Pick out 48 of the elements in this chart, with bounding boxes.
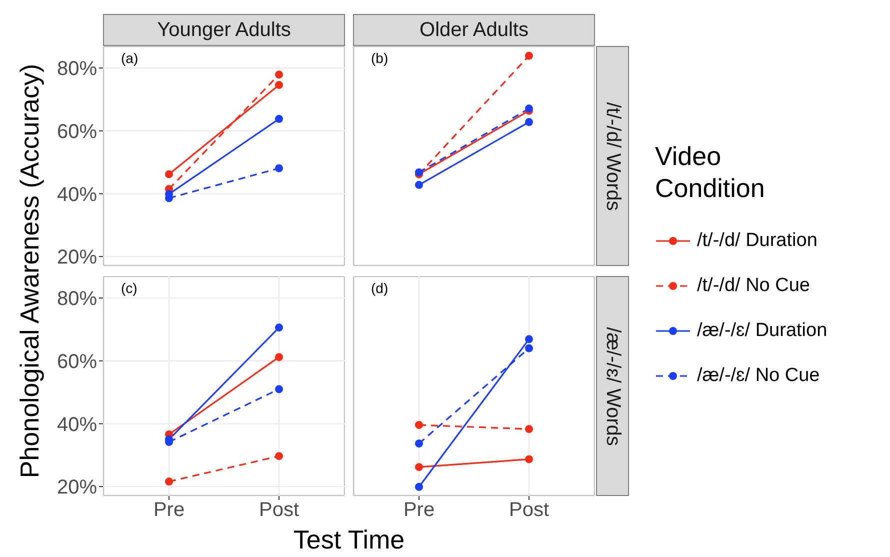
x-axis-title: Test Time [293,524,405,556]
point [275,353,283,362]
point [415,440,423,448]
y-tick-label: 20% [56,476,98,499]
point [525,335,533,344]
annotation: (b) [371,50,388,66]
point [525,118,533,126]
legend-title: Video Condition [655,140,766,204]
point [415,180,423,189]
annotation: (c) [121,280,138,296]
x-tick-label: Pre [403,499,435,522]
point [275,452,283,460]
point [165,478,173,486]
point [525,425,533,434]
point [415,463,423,472]
y-tick-label: 80% [56,58,98,80]
point [415,482,423,491]
point [525,52,533,60]
legend-label: /t/-/d/ Duration [697,230,818,252]
y-tick-label: 60% [56,350,98,373]
legend-label: /t/-/d/ No Cue [697,274,810,296]
point [275,385,283,394]
x-tick-label: Post [508,499,550,522]
y-tick-label: 60% [56,120,98,143]
point [415,420,423,429]
point [275,324,283,332]
point [275,164,283,172]
legend-label: /æ/-/ɛ/ Duration [697,320,828,342]
point [525,344,533,352]
annotation: (d) [371,280,388,296]
point [525,455,533,464]
point [275,114,283,123]
point [275,70,283,79]
y-tick-label: 80% [56,288,98,310]
y2-axis-title: /t/-/d/ Words [601,102,624,210]
legend-label: /æ/-/ɛ/ No Cue [697,364,820,386]
y-tick-label: 20% [56,246,98,269]
point [165,170,173,178]
chart-title: Younger Adults [103,14,345,46]
y-axis-title: Phonological Awareness (Accuracy) [14,64,46,478]
y-tick-label: 40% [56,414,98,436]
x-tick-label: Pre [153,499,185,522]
x-tick-label: Post [258,499,300,522]
annotation: (a) [121,50,138,66]
point [275,80,283,89]
y-tick-label: 40% [56,184,98,206]
y2-axis-title: /æ/-/ɛ/ Words [601,326,624,446]
chart-title: Older Adults [353,14,595,46]
